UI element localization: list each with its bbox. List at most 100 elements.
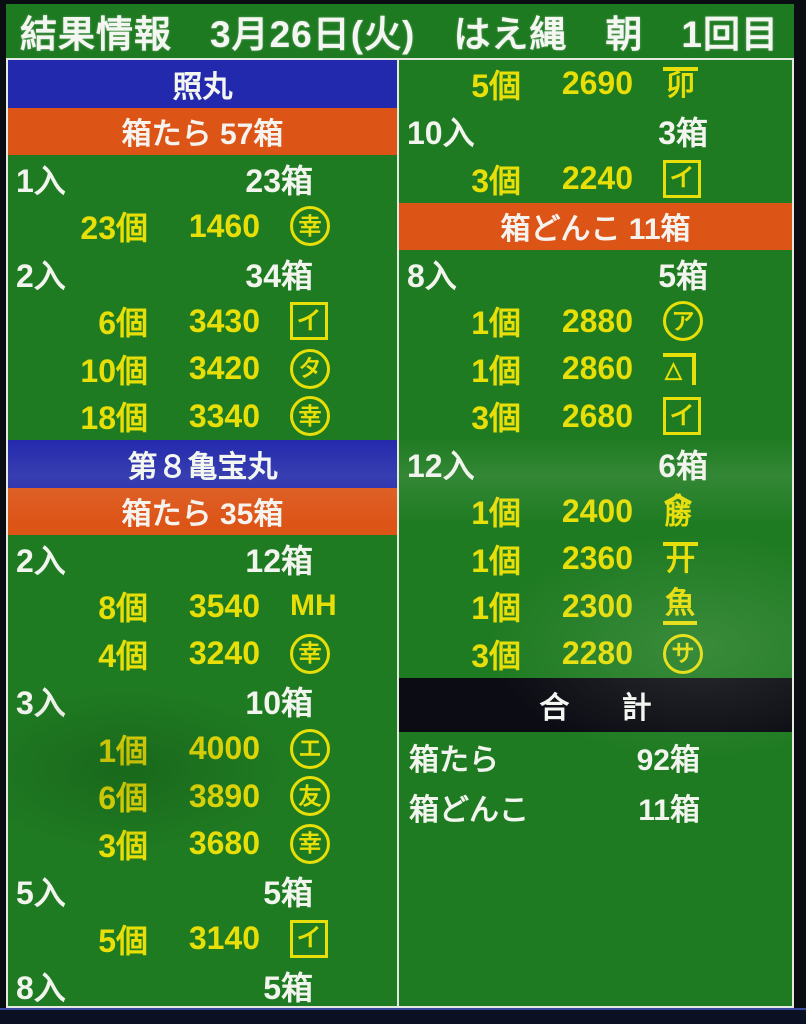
piece-count: 6個 [98, 305, 148, 342]
buyer-mark-circle: 幸 [290, 633, 330, 674]
species-name: 箱どんこ [409, 793, 529, 827]
lot-row: 6個 3430 イ [8, 298, 397, 346]
unit-price: 3420 [188, 350, 260, 387]
total-header: 合 計 [399, 677, 792, 732]
species-box-total: 92箱 [636, 743, 700, 777]
size-label: 3入 [16, 685, 66, 722]
unit-price: 2400 [561, 492, 633, 529]
unit-price: 3890 [188, 777, 260, 814]
unit-price: 2360 [561, 540, 633, 577]
buyer-mark-circle: サ [663, 633, 703, 674]
lot-row: 18個 3340 幸 [8, 393, 397, 441]
unit-price: 4000 [188, 730, 260, 767]
lot-row: 3個 2280 サ [399, 630, 792, 678]
piece-count: 5個 [98, 922, 148, 959]
piece-count: 3個 [471, 637, 521, 674]
left-column: 照丸 箱たら 57箱 1入 23箱 23個 1460 幸 2入 34箱 6個 3… [8, 60, 399, 1006]
buyer-mark-yama: 勝 [663, 493, 693, 529]
size-row: 1入 23箱 [8, 155, 397, 203]
unit-price: 3540 [188, 587, 260, 624]
box-count: 10箱 [245, 685, 313, 722]
lot-row: 1個 2360 廾 [399, 535, 792, 583]
unit-price: 2880 [561, 302, 633, 339]
piece-count: 1個 [471, 305, 521, 342]
results-board: 照丸 箱たら 57箱 1入 23箱 23個 1460 幸 2入 34箱 6個 3… [6, 58, 794, 1008]
unit-price: 3140 [188, 920, 260, 957]
buyer-mark-kane: △ [663, 352, 696, 385]
lot-row: 1個 2300 魚 [399, 583, 792, 631]
piece-count: 1個 [471, 495, 521, 532]
size-label: 8入 [407, 257, 457, 294]
box-count: 12箱 [245, 542, 313, 579]
box-count: 6箱 [658, 447, 708, 484]
size-row: 2入 34箱 [8, 250, 397, 298]
size-label: 1入 [16, 162, 66, 199]
lot-row: 3個 3680 幸 [8, 820, 397, 868]
boat-name: 第８亀宝丸 [127, 450, 278, 484]
unit-price: 1460 [188, 207, 260, 244]
unit-price: 3680 [188, 825, 260, 862]
buyer-mark-circle: 幸 [290, 206, 330, 247]
size-label: 2入 [16, 257, 66, 294]
lot-row: 3個 2680 イ [399, 393, 792, 441]
piece-count: 3個 [471, 162, 521, 199]
buyer-mark-box: イ [663, 159, 701, 198]
lot-row: 5個 2690 卯 [399, 60, 792, 108]
piece-count: 3個 [98, 827, 148, 864]
piece-count: 6個 [98, 780, 148, 817]
buyer-mark-circle: エ [290, 728, 330, 769]
buyer-mark-box: イ [290, 919, 328, 958]
unit-price: 3340 [188, 397, 260, 434]
total-row: 箱どんこ 11箱 [399, 782, 792, 832]
piece-count: 1個 [471, 590, 521, 627]
box-count: 23箱 [245, 162, 313, 199]
unit-price: 2860 [561, 350, 633, 387]
buyer-mark-circle: タ [290, 348, 330, 389]
size-label: 5入 [16, 875, 66, 912]
piece-count: 5個 [471, 67, 521, 104]
size-row: 8入 5箱 [399, 250, 792, 298]
boat-header: 第８亀宝丸 [8, 440, 397, 488]
right-column: 5個 2690 卯 10入 3箱 3個 2240 イ 箱どんこ 11箱 8入 5… [399, 60, 792, 1006]
piece-count: 1個 [98, 732, 148, 769]
size-row: 12入 6箱 [399, 440, 792, 488]
lot-row: 1個 4000 エ [8, 725, 397, 773]
species-header: 箱どんこ 11箱 [399, 202, 792, 250]
buyer-mark-box: イ [663, 397, 701, 436]
size-row: 8入 5箱 [8, 963, 397, 1011]
buyer-mark-circle: 幸 [290, 396, 330, 437]
screen-bottom-edge [0, 1008, 806, 1024]
buyer-mark-circle: 友 [290, 776, 330, 817]
box-count: 5箱 [658, 257, 708, 294]
size-row: 5入 5箱 [8, 868, 397, 916]
page-title: 結果情報 3月26日(火) はえ縄 朝 1回目 [6, 4, 794, 58]
piece-count: 1個 [471, 352, 521, 389]
size-row: 3入 10箱 [8, 678, 397, 726]
buyer-mark-underline: 魚 [663, 588, 697, 625]
box-count: 5箱 [263, 970, 313, 1007]
boat-header: 照丸 [8, 60, 397, 108]
buyer-mark-circle: ア [663, 301, 703, 342]
unit-price: 2300 [561, 587, 633, 624]
empty-area [399, 832, 792, 1007]
unit-price: 2240 [561, 160, 633, 197]
total-row: 箱たら 92箱 [399, 732, 792, 782]
lot-row: 3個 2240 イ [399, 155, 792, 203]
buyer-mark-overline: 廾 [663, 541, 699, 576]
unit-price: 3430 [188, 302, 260, 339]
piece-count: 1個 [471, 542, 521, 579]
title-text: 結果情報 3月26日(火) はえ縄 朝 1回目 [20, 14, 779, 55]
box-count: 3箱 [658, 115, 708, 152]
piece-count: 4個 [98, 637, 148, 674]
size-label: 10入 [407, 115, 475, 152]
species-box-total: 11箱 [638, 793, 700, 827]
piece-count: 23個 [80, 210, 148, 247]
yama-symbol [663, 493, 693, 504]
box-count: 34箱 [245, 257, 313, 294]
species-name: 箱たら [409, 743, 499, 777]
unit-price: 2690 [561, 65, 633, 102]
size-row: 10入 3箱 [399, 108, 792, 156]
species-header: 箱たら 57箱 [8, 107, 397, 155]
box-count: 5箱 [263, 875, 313, 912]
